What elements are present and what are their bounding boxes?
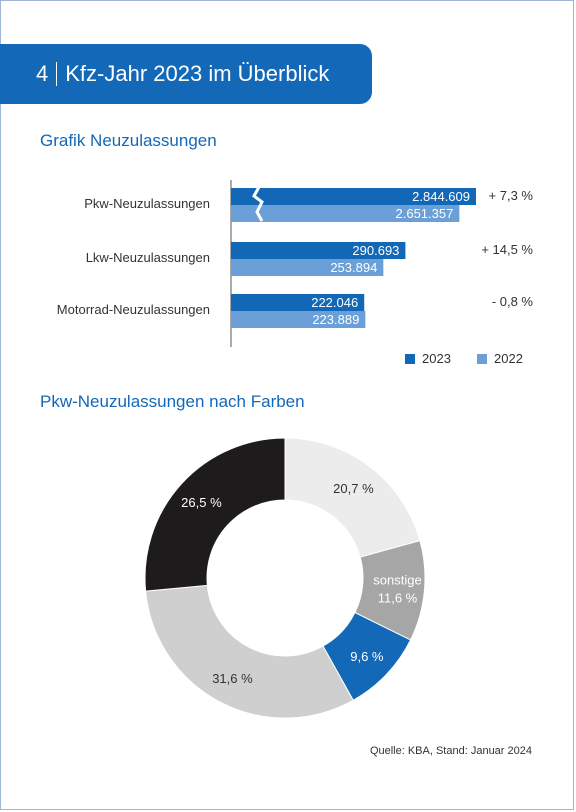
source-note: Quelle: KBA, Stand: Januar 2024: [369, 745, 532, 757]
registrations-bar-chart: Pkw-Neuzulassungen 2.844.609 2.651.357 + 7,…: [57, 180, 534, 366]
bar-value-label: 253.894: [330, 260, 377, 275]
slice-name-label: sonstige: [373, 573, 421, 588]
bar-value-label: 223.889: [312, 312, 359, 327]
chapter-header: 4 Kfz-Jahr 2023 im Überblick: [0, 44, 372, 104]
legend-label: 2022: [494, 351, 523, 366]
chapter-number: 4: [36, 61, 49, 86]
bar-value-label: 290.693: [352, 243, 399, 258]
colors-donut-chart: 20,7 % sonstige 11,6 % 9,6 % 31,6 % 26,5 %: [144, 437, 426, 719]
donut-slice: [284, 437, 421, 558]
donut-slice: [144, 437, 286, 592]
chapter-title: Kfz-Jahr 2023 im Überblick: [65, 61, 330, 86]
bar-value-label: 222.046: [311, 295, 358, 310]
bar-value-label: 2.844.609: [412, 189, 470, 204]
change-label: + 7,3 %: [489, 188, 534, 203]
header-separator: [56, 62, 58, 86]
bar-2023: [231, 294, 365, 311]
category-label: Pkw-Neuzulassungen: [84, 196, 210, 211]
legend-swatch-2022: [477, 354, 487, 364]
legend-label: 2023: [422, 351, 451, 366]
slice-value-label: 26,5 %: [181, 495, 222, 510]
donut-chart-title: Pkw-Neuzulassungen nach Farben: [40, 392, 305, 411]
bar-chart-title: Grafik Neuzulassungen: [40, 131, 217, 150]
category-label: Motorrad-Neuzulassungen: [57, 302, 210, 317]
change-label: + 14,5 %: [481, 242, 533, 257]
legend-swatch-2023: [405, 354, 415, 364]
axis-break-mark: [252, 186, 264, 222]
slice-value-label: 20,7 %: [333, 481, 374, 496]
change-label: - 0,8 %: [492, 294, 534, 309]
donut-slice: [145, 584, 354, 719]
slice-value-label: 9,6 %: [350, 649, 384, 664]
bar-2022: [231, 259, 384, 276]
slice-value-label: 11,6 %: [378, 591, 418, 606]
bar-2023: [231, 242, 406, 259]
slice-value-label: 31,6 %: [212, 671, 253, 686]
bar-2022: [231, 311, 366, 328]
bar-2023: [231, 188, 476, 205]
bar-2022: [231, 205, 460, 222]
category-label: Lkw-Neuzulassungen: [86, 250, 210, 265]
bar-value-label: 2.651.357: [396, 206, 454, 221]
